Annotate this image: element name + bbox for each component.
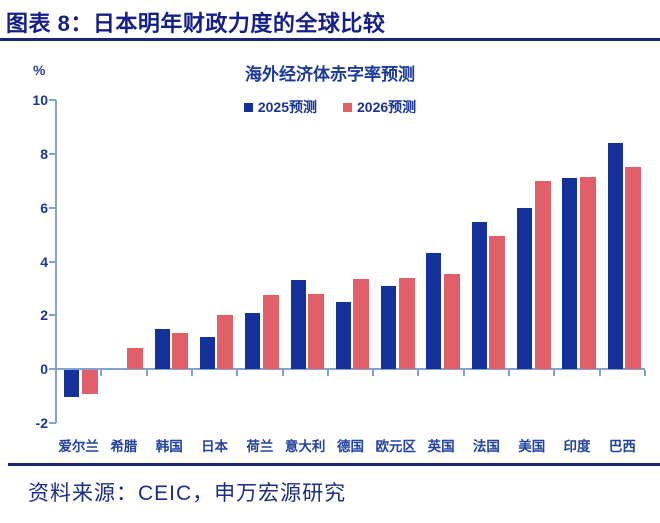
x-axis-label-荷兰: 荷兰 — [246, 439, 274, 454]
x-axis-tick — [236, 370, 239, 377]
bar-2026预测-韩国 — [172, 332, 189, 370]
bar-2026预测-印度 — [579, 176, 596, 370]
page-title: 图表 8：日本明年财政力度的全球比较 — [6, 11, 386, 36]
bar-2026预测-日本 — [217, 315, 234, 370]
x-axis-tick — [598, 370, 601, 377]
x-axis-tick — [190, 370, 193, 377]
bar-2025预测-巴西 — [607, 143, 623, 370]
x-axis-tick — [372, 370, 375, 377]
x-axis-label-希腊: 希腊 — [110, 439, 138, 454]
y-axis-tick-label: 6 — [40, 199, 48, 216]
x-axis-label-日本: 日本 — [201, 439, 229, 454]
x-axis-line — [56, 368, 645, 371]
legend-swatch-blue-icon — [243, 102, 253, 112]
x-axis-label-法国: 法国 — [472, 439, 500, 454]
x-axis-label-英国: 英国 — [427, 439, 455, 454]
x-axis-label-美国: 美国 — [518, 439, 546, 454]
chart-title: 海外经济体赤字率预测 — [245, 65, 415, 84]
bar-2025预测-意大利 — [290, 280, 306, 370]
bar-2026预测-美国 — [534, 180, 551, 370]
y-axis-line — [55, 100, 57, 423]
y-axis-tick — [49, 314, 56, 317]
x-axis-label-韩国: 韩国 — [155, 439, 183, 454]
x-axis-tick — [100, 370, 103, 377]
bar-2025预测-爱尔兰 — [64, 370, 79, 398]
legend-item-2026: 2026预测 — [343, 97, 416, 117]
bar-2026预测-希腊 — [126, 347, 143, 370]
legend-label: 2025预测 — [257, 99, 317, 115]
bar-2026预测-德国 — [353, 278, 370, 370]
y-axis-tick — [49, 152, 56, 155]
x-axis-tick — [55, 370, 57, 377]
y-axis-tick — [49, 368, 56, 371]
bar-2026预测-欧元区 — [398, 277, 415, 370]
y-axis-tick — [49, 422, 56, 424]
y-axis-tick — [49, 99, 56, 101]
y-axis-tick-label: -2 — [35, 415, 48, 431]
bar-2025预测-日本 — [199, 336, 215, 370]
bar-2025预测-荷兰 — [245, 312, 261, 370]
x-axis-label-德国: 德国 — [336, 439, 364, 454]
legend-label: 2026预测 — [357, 99, 417, 115]
header-divider — [0, 38, 660, 41]
bar-2026预测-荷兰 — [262, 295, 279, 370]
source-attribution: 资料来源：CEIC，申万宏源研究 — [28, 482, 347, 505]
bar-2026预测-爱尔兰 — [81, 370, 98, 395]
bar-2025预测-德国 — [335, 301, 351, 370]
bar-2026预测-意大利 — [308, 293, 325, 370]
x-axis-labels: 爱尔兰 希腊 韩国 日本 荷兰 意大利 德国 欧元区 英国 法国 美国 印度 巴西 — [56, 438, 645, 456]
x-axis-tick — [553, 370, 556, 377]
bar-2025预测-韩国 — [154, 328, 170, 370]
y-axis-tick-label: 2 — [40, 307, 48, 324]
x-axis-label-印度: 印度 — [563, 439, 591, 454]
x-axis-label-爱尔兰: 爱尔兰 — [58, 439, 99, 454]
plot-area: 10 8 6 4 2 0 -2 — [32, 92, 646, 431]
bar-2026预测-英国 — [443, 273, 460, 370]
x-axis-label-巴西: 巴西 — [608, 439, 636, 454]
y-axis-unit-label: % — [33, 62, 46, 78]
x-axis-tick — [462, 370, 465, 377]
bar-2025预测-英国 — [426, 253, 442, 370]
x-axis-label-欧元区: 欧元区 — [375, 439, 417, 454]
bar-2025预测-欧元区 — [381, 285, 397, 370]
x-axis-tick — [644, 370, 646, 377]
bar-2025预测-美国 — [517, 207, 533, 370]
x-axis-tick — [417, 370, 420, 377]
y-axis-tick — [49, 206, 56, 209]
y-axis-tick-label: 0 — [40, 361, 48, 378]
x-axis-tick — [326, 370, 329, 377]
legend-swatch-red-icon — [343, 102, 352, 112]
bar-2025预测-法国 — [471, 222, 487, 370]
bar-2025预测-印度 — [562, 178, 578, 370]
y-axis-tick-label: 4 — [40, 253, 48, 270]
chart-bottom-divider — [8, 463, 660, 466]
chart-legend: 2025预测 2026预测 — [0, 97, 660, 117]
y-axis-tick-label: 10 — [32, 92, 48, 108]
x-axis-tick — [145, 370, 148, 377]
y-axis-tick-label: 8 — [40, 145, 48, 162]
bar-2026预测-巴西 — [625, 167, 642, 370]
x-axis-tick — [508, 370, 511, 377]
bar-2026预测-法国 — [489, 235, 506, 370]
x-axis-tick — [281, 370, 284, 377]
y-axis-tick — [49, 260, 56, 263]
legend-item-2025: 2025预测 — [243, 97, 317, 117]
x-axis-label-意大利: 意大利 — [284, 439, 326, 454]
